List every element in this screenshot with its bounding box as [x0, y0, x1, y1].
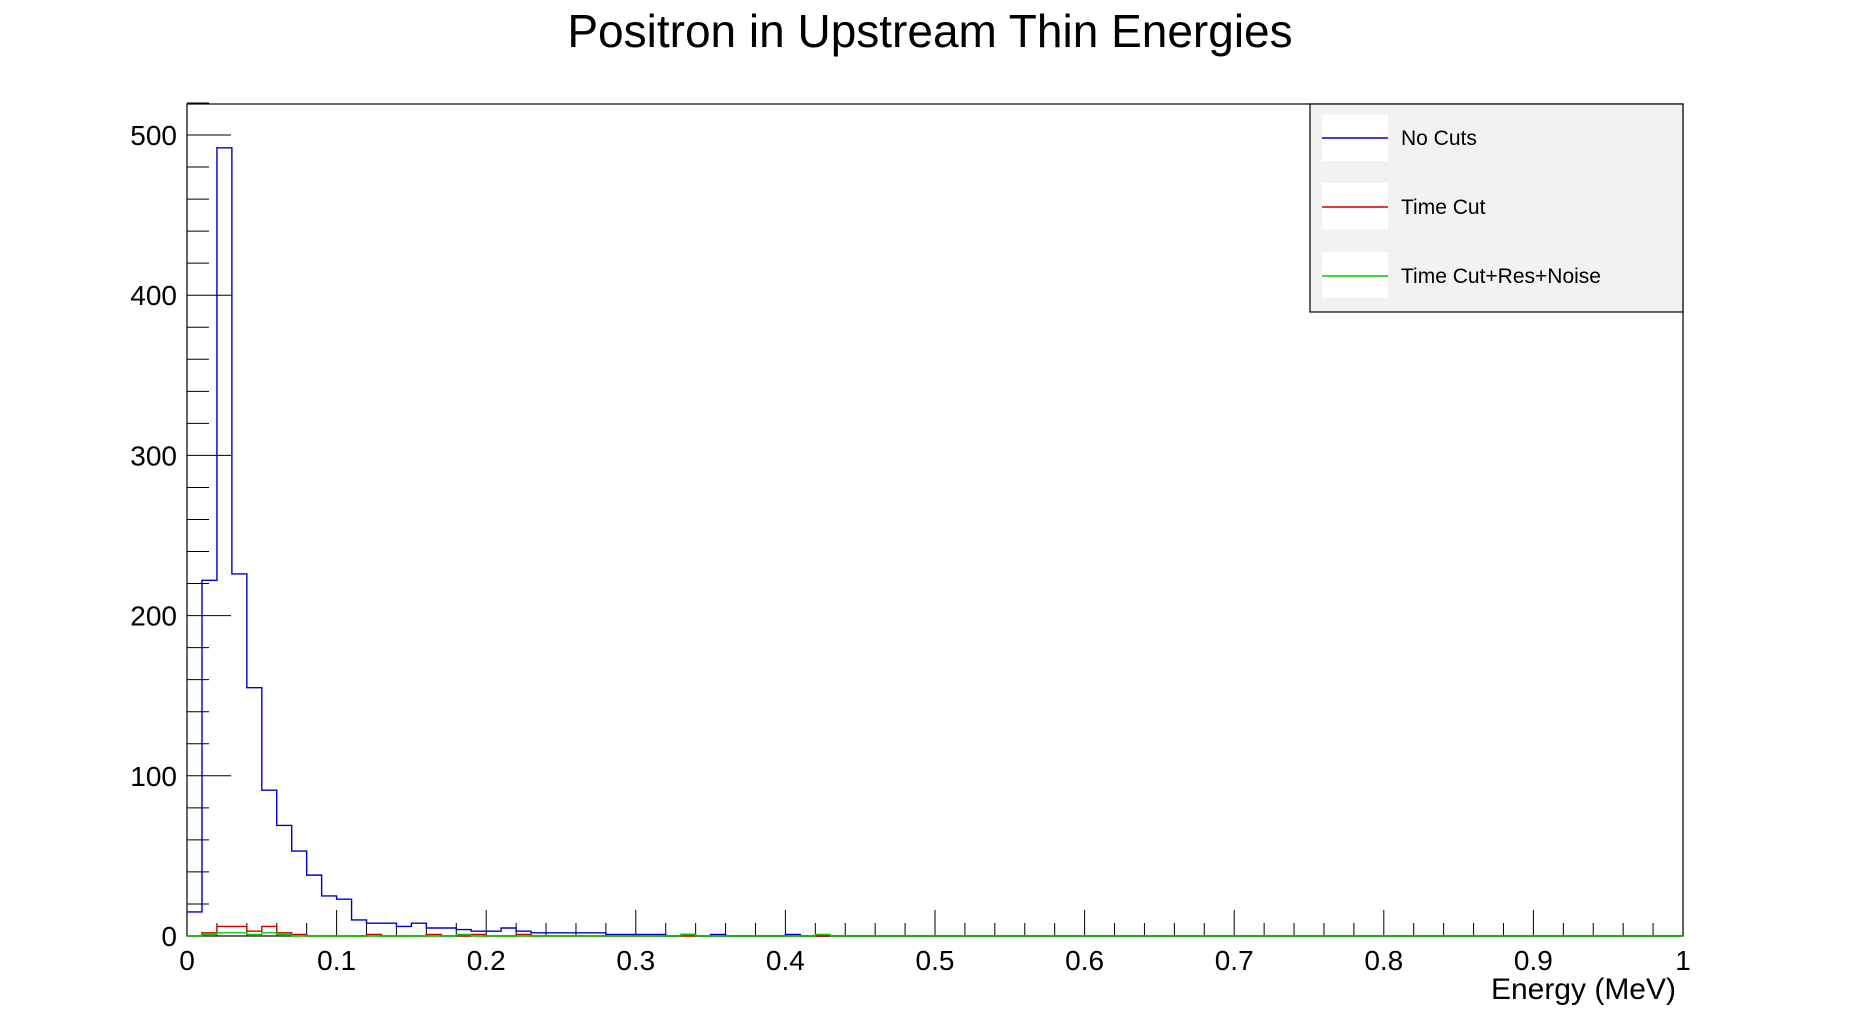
legend-label-time-cut-res-noise: Time Cut+Res+Noise [1401, 265, 1601, 288]
y-tick-label: 100 [130, 761, 177, 792]
legend: No Cuts Time Cut Time Cut+Res+Noise [1309, 103, 1684, 313]
x-tick-label: 0.6 [1065, 945, 1104, 976]
legend-entry-time-cut: Time Cut [1322, 183, 1486, 229]
x-tick-label: 0.9 [1514, 945, 1553, 976]
y-tick-label: 200 [130, 601, 177, 632]
y-tick-label: 400 [130, 280, 177, 311]
legend-label-time-cut: Time Cut [1401, 196, 1486, 219]
chart-title: Positron in Upstream Thin Energies [567, 5, 1292, 57]
x-tick-label: 0.3 [616, 945, 655, 976]
legend-entry-no-cuts: No Cuts [1322, 115, 1477, 161]
series-time-cut-res-noise [187, 932, 1683, 937]
y-tick-label: 0 [161, 921, 177, 952]
legend-label-no-cuts: No Cuts [1401, 127, 1477, 150]
x-tick-label: 0.8 [1364, 945, 1403, 976]
x-tick-label: 0.4 [766, 945, 805, 976]
x-tick-label: 0.5 [916, 945, 955, 976]
x-axis-label: Energy (MeV) [1491, 973, 1676, 1006]
y-axis-ticks [187, 102, 231, 937]
x-tick-label: 0 [179, 945, 195, 976]
x-tick-label: 1 [1675, 945, 1691, 976]
y-tick-label: 300 [130, 440, 177, 471]
x-tick-label: 0.7 [1215, 945, 1254, 976]
legend-swatch-time-cut [1322, 183, 1388, 229]
x-tick-label: 0.1 [317, 945, 356, 976]
x-axis-tick-labels: 0 0.1 0.2 0.3 0.4 0.5 0.6 0.7 0.8 0.9 1 [179, 945, 1691, 976]
y-axis-tick-labels: 0 100 200 300 400 500 [130, 120, 177, 952]
y-tick-label: 500 [130, 120, 177, 151]
x-tick-label: 0.2 [467, 945, 506, 976]
legend-swatch-time-cut-res-noise [1322, 252, 1388, 298]
legend-entry-time-cut-res-noise: Time Cut+Res+Noise [1322, 252, 1601, 298]
histogram-series [187, 147, 1683, 937]
series-line-time-cut-res-noise [187, 932, 1683, 937]
